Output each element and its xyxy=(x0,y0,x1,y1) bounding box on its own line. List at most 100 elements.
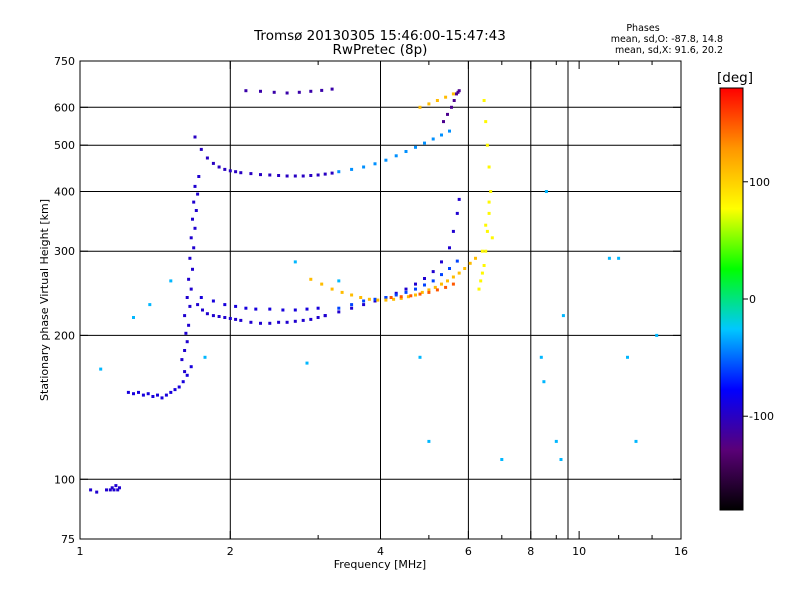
data-point xyxy=(197,175,201,178)
data-point xyxy=(95,490,99,494)
data-point xyxy=(440,273,443,277)
data-point xyxy=(394,293,398,297)
data-point xyxy=(277,174,281,177)
data-point xyxy=(309,277,313,281)
data-point xyxy=(118,486,121,490)
data-point xyxy=(626,355,629,359)
data-point xyxy=(301,174,305,178)
x-tick-label: 1 xyxy=(77,545,84,558)
data-point xyxy=(203,355,207,359)
phase-colorbar xyxy=(719,87,744,511)
data-point xyxy=(350,293,354,297)
data-point xyxy=(183,349,187,352)
data-point xyxy=(389,296,393,299)
data-point xyxy=(205,156,209,160)
data-point xyxy=(185,296,189,299)
data-point xyxy=(193,135,197,139)
data-point xyxy=(137,390,140,394)
data-point xyxy=(474,256,477,260)
data-point xyxy=(187,323,191,327)
data-point xyxy=(455,92,458,96)
y-tick-label: 750 xyxy=(54,55,75,68)
data-point xyxy=(181,380,185,384)
data-point xyxy=(477,287,481,291)
colorbar-tick-label: 100 xyxy=(749,176,770,189)
data-point xyxy=(337,170,341,174)
y-tick-label: 100 xyxy=(54,473,75,486)
data-point xyxy=(234,170,238,174)
data-point xyxy=(188,304,192,308)
data-point xyxy=(446,279,449,283)
data-point xyxy=(305,361,309,365)
data-point xyxy=(108,488,112,492)
y-tick-label: 500 xyxy=(54,139,75,152)
data-point xyxy=(305,307,309,311)
phases-mean-x: mean, sd,X: 91.6, 20.2 xyxy=(615,45,723,56)
data-point xyxy=(199,147,203,151)
data-point xyxy=(435,288,439,292)
data-point xyxy=(414,282,417,286)
y-tick-label: 400 xyxy=(54,185,75,198)
data-point xyxy=(482,99,486,102)
data-point xyxy=(199,296,203,299)
data-point xyxy=(112,488,116,492)
data-point xyxy=(259,89,262,93)
data-point xyxy=(362,303,366,307)
data-point xyxy=(414,287,417,291)
data-point xyxy=(268,307,272,311)
data-point xyxy=(487,200,491,204)
y-tick-label: 75 xyxy=(61,533,75,546)
data-point xyxy=(189,365,193,369)
data-point xyxy=(479,279,483,283)
data-point xyxy=(309,317,313,321)
data-point xyxy=(211,314,215,318)
data-point xyxy=(433,285,437,289)
data-point xyxy=(185,373,189,377)
data-point xyxy=(316,306,320,310)
y-tick-label: 300 xyxy=(54,245,75,258)
data-point xyxy=(542,380,546,384)
axis-ticks: 1 2 4 6 8 10 16 75 100 200 300 400 500 600 750 xyxy=(54,55,688,558)
data-point xyxy=(450,105,453,109)
data-point xyxy=(489,190,493,193)
data-point xyxy=(192,246,196,250)
data-point xyxy=(414,145,417,149)
data-point xyxy=(187,277,191,281)
data-point xyxy=(423,277,426,280)
data-point xyxy=(301,318,305,322)
data-point xyxy=(156,393,159,397)
data-point xyxy=(448,267,451,270)
data-point xyxy=(463,267,467,270)
data-point xyxy=(457,89,461,93)
data-point xyxy=(431,270,435,274)
data-point xyxy=(281,308,285,312)
data-point xyxy=(316,316,320,319)
data-point xyxy=(634,439,638,443)
colorbar-label: [deg] xyxy=(717,70,753,86)
data-point xyxy=(285,174,289,178)
data-point xyxy=(180,358,184,362)
data-point xyxy=(234,304,238,308)
data-point xyxy=(217,315,221,318)
data-point xyxy=(183,370,187,374)
data-point xyxy=(440,133,443,137)
data-point xyxy=(293,174,297,178)
data-point xyxy=(394,154,398,158)
data-point xyxy=(201,308,204,312)
x-tick-label: 10 xyxy=(572,545,586,558)
data-point xyxy=(423,283,426,287)
y-tick-label: 200 xyxy=(54,329,75,342)
data-point xyxy=(148,303,152,307)
data-point xyxy=(446,112,449,116)
data-point xyxy=(184,331,188,335)
data-point xyxy=(259,321,262,325)
data-point xyxy=(457,197,461,201)
data-point xyxy=(448,246,451,250)
data-point xyxy=(480,249,484,253)
colorbar-tick-label: 0 xyxy=(749,293,756,306)
data-point xyxy=(418,292,422,296)
data-point xyxy=(268,321,272,325)
data-point xyxy=(189,287,193,291)
data-point xyxy=(484,223,488,227)
